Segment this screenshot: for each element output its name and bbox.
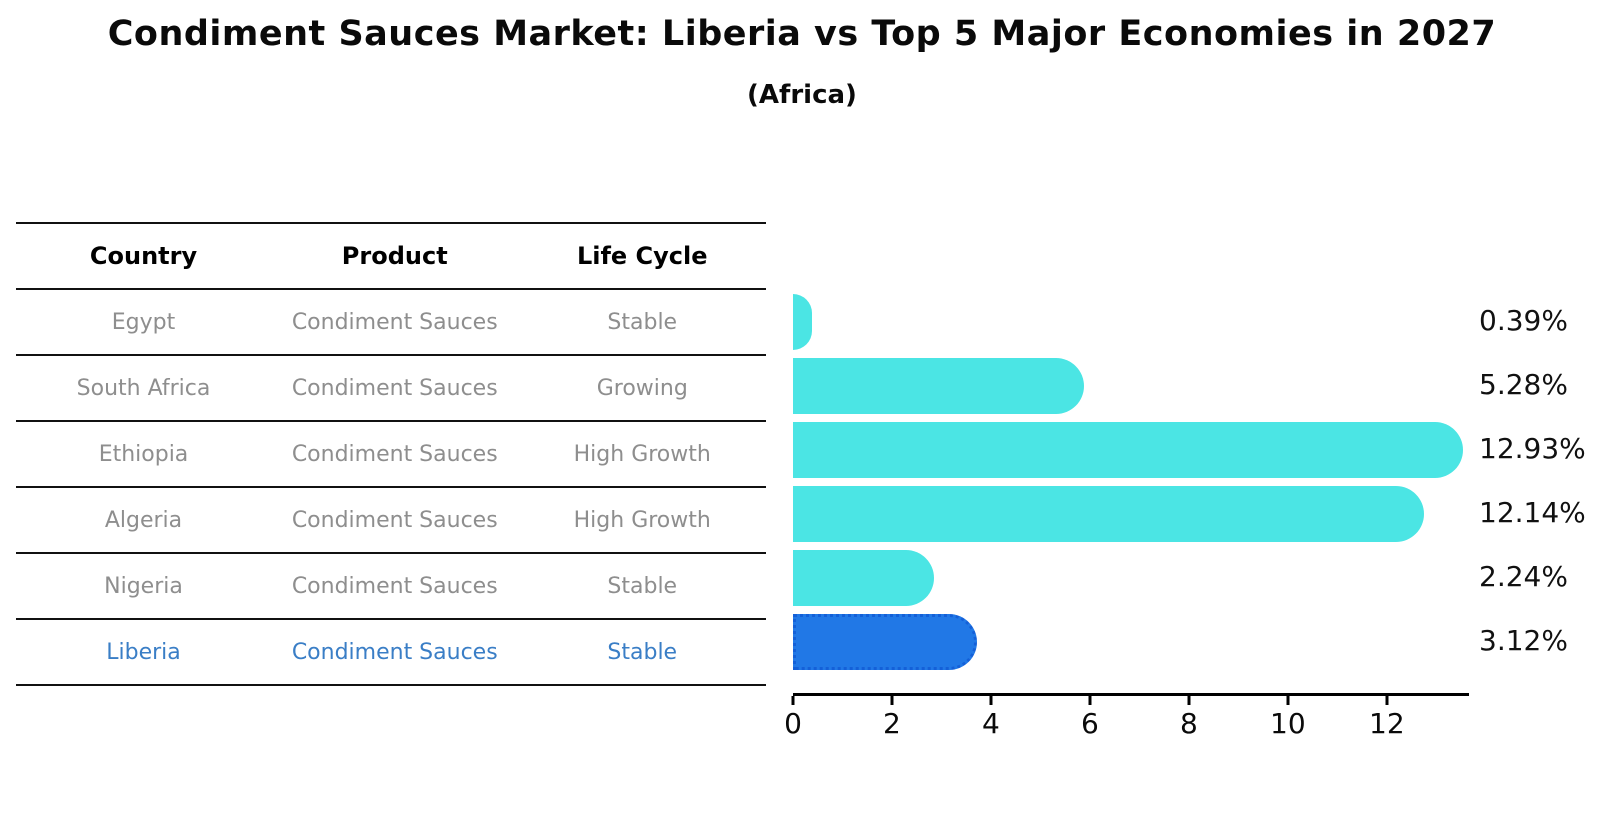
column-header-life-cycle: Life Cycle	[576, 242, 708, 270]
x-tick-label-8: 8	[1179, 707, 1198, 740]
cell-liberia-life-cycle: Stable	[607, 639, 678, 665]
value-label-egypt: 0.39%	[1479, 304, 1568, 337]
x-tick-label-0: 0	[784, 707, 802, 740]
cell-nigeria-country: Nigeria	[104, 573, 183, 599]
value-label-south-africa: 5.28%	[1479, 368, 1568, 401]
x-tick-label-4: 4	[982, 707, 1000, 740]
cell-algeria-country: Algeria	[104, 507, 183, 533]
cell-egypt-product: Condiment Sauces	[291, 309, 498, 335]
table-row-liberia: Liberia Condiment Sauces Stable	[16, 618, 766, 684]
x-tick-mark-4	[989, 696, 993, 705]
table-row-ethiopia: Ethiopia Condiment Sauces High Growth	[16, 420, 766, 486]
x-tick-label-12: 12	[1369, 707, 1405, 740]
bar-egypt	[793, 294, 812, 350]
value-label-liberia: 3.12%	[1479, 624, 1568, 657]
cell-algeria-product: Condiment Sauces	[291, 507, 498, 533]
bar-algeria	[793, 486, 1424, 542]
x-tick-label-2: 2	[883, 707, 901, 740]
x-tick-mark-10	[1286, 696, 1290, 705]
cell-nigeria-product: Condiment Sauces	[291, 573, 498, 599]
chart-title: Condiment Sauces Market: Liberia vs Top …	[107, 14, 1497, 54]
x-tick-label-6: 6	[1080, 707, 1099, 740]
cell-ethiopia-life-cycle: High Growth	[573, 441, 711, 467]
x-tick-label-10: 10	[1270, 707, 1306, 740]
table-header-row: Country Product Life Cycle	[16, 222, 766, 288]
cell-egypt-country: Egypt	[111, 309, 176, 335]
bar-ethiopia	[793, 422, 1463, 478]
cell-liberia-product: Condiment Sauces	[291, 639, 498, 665]
cell-nigeria-life-cycle: Stable	[607, 573, 678, 599]
cell-south-africa-country: South Africa	[76, 375, 211, 401]
column-header-product: Product	[341, 242, 448, 270]
table-row-nigeria: Nigeria Condiment Sauces Stable	[16, 552, 766, 618]
cell-liberia-country: Liberia	[106, 639, 181, 665]
x-tick-mark-12	[1385, 696, 1389, 705]
cell-algeria-life-cycle: High Growth	[573, 507, 711, 533]
cell-south-africa-life-cycle: Growing	[596, 375, 688, 401]
cell-south-africa-product: Condiment Sauces	[291, 375, 498, 401]
country-info-table: Country Product Life Cycle Egypt Condiment S…	[16, 222, 766, 686]
bar-liberia	[793, 614, 977, 670]
cell-ethiopia-product: Condiment Sauces	[291, 441, 498, 467]
bar-nigeria	[793, 550, 934, 606]
value-label-ethiopia: 12.93%	[1479, 432, 1586, 465]
chart-subtitle: (Africa)	[747, 80, 857, 110]
cell-egypt-life-cycle: Stable	[607, 309, 678, 335]
table-row-south-africa: South Africa Condiment Sauces Growing	[16, 354, 766, 420]
bar-south-africa	[793, 358, 1084, 414]
x-tick-mark-6	[1088, 696, 1092, 705]
table-row-egypt: Egypt Condiment Sauces Stable	[16, 288, 766, 354]
x-tick-mark-2	[890, 696, 894, 705]
value-label-algeria: 12.14%	[1479, 496, 1586, 529]
x-tick-mark-8	[1187, 696, 1191, 705]
table-row-algeria: Algeria Condiment Sauces High Growth	[16, 486, 766, 552]
x-axis-line	[793, 693, 1469, 696]
value-label-nigeria: 2.24%	[1479, 560, 1568, 593]
x-tick-mark-0	[791, 696, 795, 705]
column-header-country: Country	[89, 242, 198, 270]
cell-ethiopia-country: Ethiopia	[98, 441, 189, 467]
